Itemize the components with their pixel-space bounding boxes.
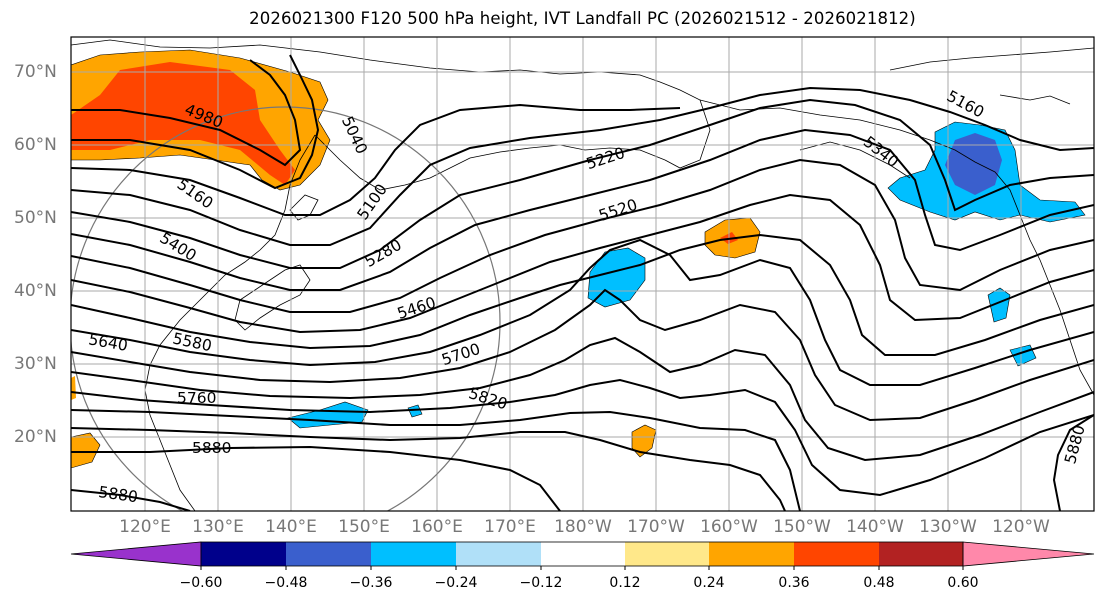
contour-5100: [71, 103, 681, 216]
lat-label: 70°N: [14, 62, 57, 82]
colorbar-extend-left: [70, 541, 202, 567]
lon-label: 140°E: [265, 517, 317, 537]
contour-5640: [71, 336, 1094, 462]
colorbar-tick-label: 0.24: [693, 575, 725, 591]
contour-5880-c: [1052, 414, 1094, 511]
colorbar-segment: [879, 542, 963, 566]
colorbar-tick-label: −0.12: [519, 575, 563, 591]
lat-label: 40°N: [14, 281, 57, 301]
strong-negative-gulf-alaska: [945, 133, 1002, 195]
lon-label: 150°W: [773, 517, 831, 537]
colorbar-tick-label: 0.12: [609, 575, 641, 591]
landfall-region-circle: [71, 106, 501, 511]
contour-5460: [71, 233, 1094, 356]
map-title: 2026021300 F120 500 hPa height, IVT Land…: [249, 9, 916, 28]
contour-5280: [71, 128, 1094, 291]
contour-label: 5760: [177, 389, 216, 407]
map-border: [70, 36, 1095, 512]
contour-5700: [71, 378, 1094, 497]
lat-label: 50°N: [14, 208, 57, 228]
lon-label: 120°E: [119, 517, 171, 537]
colorbar-tick-label: 0.48: [863, 575, 895, 591]
contour-5580: [71, 288, 1094, 422]
contour-label: 5880: [192, 439, 231, 457]
colorbar-tick-label: 0.36: [778, 575, 810, 591]
colorbar-tick-label: 0.60: [947, 575, 979, 591]
contour-5760: [71, 409, 801, 511]
lat-label: 20°N: [14, 427, 57, 447]
contour-5880-b: [71, 489, 191, 511]
contour-5820: [71, 427, 786, 511]
lon-label: 130°W: [919, 517, 977, 537]
positive-anomaly-hawaii: [631, 424, 657, 458]
contour-5340: [71, 158, 1094, 313]
contour-label: 5880: [97, 483, 139, 506]
colorbar-tick-label: −0.36: [349, 575, 393, 591]
colorbar-segment: [625, 542, 709, 566]
lat-label: 30°N: [14, 354, 57, 374]
negative-anomaly-california: [987, 287, 1011, 323]
lon-label: 140°W: [846, 517, 904, 537]
colorbar-segment: [794, 542, 879, 566]
lon-label: 130°E: [192, 517, 244, 537]
contour-5520: [71, 238, 1094, 386]
negative-anomaly-small-wp: [407, 404, 423, 418]
lat-label: 60°N: [14, 135, 57, 155]
lon-label: 120°W: [992, 517, 1050, 537]
lon-label: 160°E: [411, 517, 463, 537]
ivt-shading: [71, 49, 1086, 469]
lon-label: 160°W: [700, 517, 758, 537]
positive-anomaly-w-edge: [71, 376, 76, 400]
colorbar-extend-right: [962, 541, 1095, 567]
colorbar-segment: [456, 542, 541, 566]
contour-5160: [71, 86, 1094, 246]
colorbar-tick-label: −0.60: [179, 575, 223, 591]
positive-anomaly-sw-edge: [71, 432, 101, 469]
colorbar-tick-label: −0.24: [434, 575, 478, 591]
colorbar-tick-label: −0.48: [264, 575, 308, 591]
contour-5220: [71, 98, 1094, 269]
lon-label: 180°W: [554, 517, 612, 537]
colorbar-segment: [709, 542, 794, 566]
colorbar-segment: [371, 542, 456, 566]
colorbar-segment: [201, 542, 286, 566]
gridlines: [71, 37, 1094, 511]
height-contours: [71, 54, 1094, 511]
contour-4980: [71, 59, 302, 167]
strong-anomaly-siberia: [71, 62, 295, 185]
contour-5400: [71, 193, 1094, 334]
lon-label: 150°E: [338, 517, 390, 537]
contour-5040: [71, 54, 320, 190]
colorbar: [70, 541, 1095, 570]
contour-5880-a: [71, 445, 561, 511]
lon-label: 170°W: [627, 517, 685, 537]
lon-label: 170°E: [484, 517, 536, 537]
colorbar-segment: [541, 542, 625, 566]
colorbar-segment: [286, 542, 371, 566]
